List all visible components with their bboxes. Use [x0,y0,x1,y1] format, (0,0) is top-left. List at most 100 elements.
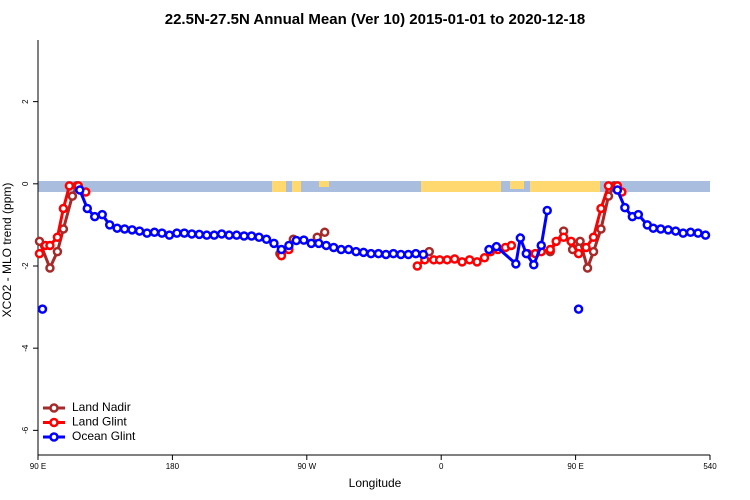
data-point [491,241,502,252]
data-point [187,229,197,239]
data-point [573,304,584,314]
data-point [34,248,45,259]
data-point [284,240,294,251]
data-point [89,211,100,222]
data-point [319,227,330,238]
data-point [670,226,681,236]
data-point [224,230,234,240]
data-point [396,249,406,260]
data-point [542,205,552,216]
data-point [588,246,599,257]
data-point [551,236,561,247]
data-point [655,224,666,234]
legend-marker [49,417,59,428]
data-point [299,235,309,245]
data-point [254,232,264,242]
data-point [194,229,205,240]
data-point [573,248,584,259]
legend-label: Ocean Glint [72,429,136,443]
data-point [620,202,630,213]
map-strip [38,181,710,192]
data-point [596,224,606,234]
data-point [388,248,399,259]
data-point [97,209,107,220]
data-point [336,244,346,255]
data-point [75,185,85,195]
data-point [261,234,272,245]
x-tick-label: 90 E [567,462,583,471]
data-point [127,225,137,235]
data-point [484,244,494,255]
data-point [149,227,160,238]
data-point [545,244,555,255]
data-point [306,238,317,249]
x-tick-label: 0 [439,462,444,471]
data-point [119,224,130,234]
y-tick-label: 0 [21,181,30,186]
data-point [82,203,93,214]
data-point [45,263,55,273]
data-point [164,230,175,240]
data-point [685,227,696,238]
data-point [558,232,569,242]
legend-marker [49,432,59,442]
data-point [291,235,302,246]
data-point [381,249,391,260]
data-point [582,263,593,273]
data-point [104,220,115,230]
data-point [112,223,122,233]
data-point [269,238,279,249]
data-point [506,240,517,251]
data-point [511,259,521,269]
data-point [521,248,532,259]
x-tick-label: 90 W [297,462,316,471]
data-point [157,228,167,238]
data-point [411,248,421,259]
data-point [442,255,452,265]
data-point [179,228,190,238]
data-point [633,209,644,220]
data-point [575,236,585,247]
data-point [412,261,423,271]
data-point [529,260,539,270]
data-point [403,249,414,260]
y-tick-label: -6 [21,426,30,434]
legend-label: Land Nadir [72,400,131,414]
data-point [201,230,212,240]
data-point [313,238,324,249]
data-point [58,203,69,214]
data-point [209,230,219,240]
x-tick-label: 180 [166,462,180,471]
data-point [321,240,331,251]
data-point [216,229,227,239]
data-point [34,236,45,247]
data-point [134,226,145,236]
data-point [434,255,445,265]
data-point [142,228,152,238]
y-tick-label: 2 [21,99,30,104]
data-point [449,254,460,264]
data-point [351,246,361,257]
data-point [358,247,369,258]
data-point [588,232,599,242]
y-tick-label: -2 [21,262,30,270]
x-tick-label: 90 E [30,462,46,471]
data-point [373,248,384,259]
data-point [596,203,606,214]
data-point [603,181,614,191]
data-point [648,223,659,233]
data-point [464,255,475,265]
x-axis-title: Longitude [349,476,402,490]
data-point [678,228,688,238]
data-point [231,230,242,240]
data-point [172,228,182,238]
data-point [479,253,490,263]
x-tick-label: 540 [703,462,717,471]
legend-marker [49,403,59,413]
legend-label: Land Glint [72,415,127,429]
data-point [515,233,526,243]
data-point [418,249,429,260]
data-point [343,244,354,255]
data-point [328,242,339,253]
